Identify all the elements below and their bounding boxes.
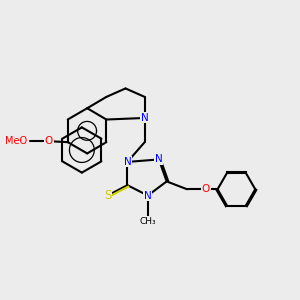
Text: N: N bbox=[155, 154, 163, 164]
Text: O: O bbox=[45, 136, 53, 146]
Text: O: O bbox=[202, 184, 210, 194]
Text: MeO: MeO bbox=[5, 136, 27, 146]
Text: N: N bbox=[124, 157, 131, 167]
Text: N: N bbox=[141, 113, 148, 123]
Text: S: S bbox=[104, 189, 111, 202]
Text: CH₃: CH₃ bbox=[140, 217, 156, 226]
Text: N: N bbox=[144, 190, 152, 200]
